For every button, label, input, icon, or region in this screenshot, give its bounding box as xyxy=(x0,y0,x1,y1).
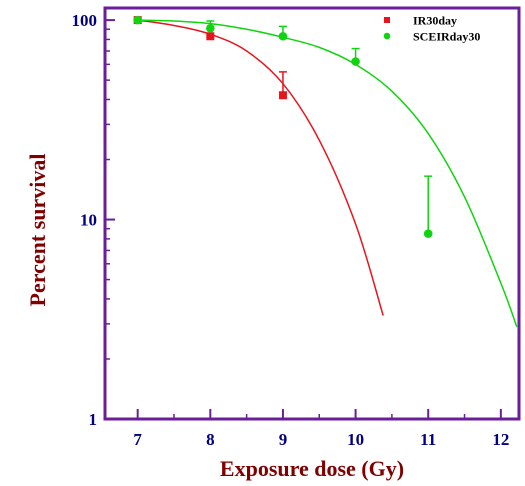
x-tick-label: 8 xyxy=(206,430,215,449)
data-point-SCEIRday30 xyxy=(423,229,433,238)
legend-marker xyxy=(383,32,391,40)
x-tick-label: 7 xyxy=(133,430,142,449)
error-bars xyxy=(206,20,433,234)
data-point-IR30day xyxy=(206,32,215,41)
data-points xyxy=(133,15,433,238)
x-tick-label: 12 xyxy=(492,430,509,449)
legend-label: IR30day xyxy=(413,14,457,28)
fit-curves xyxy=(137,19,518,328)
legend-marker xyxy=(384,17,390,23)
data-point-IR30day xyxy=(278,91,287,100)
y-tick-label: 100 xyxy=(72,11,98,30)
x-axis-title: Exposure dose (Gy) xyxy=(220,456,404,481)
y-axis-ticks: 1 10 100 xyxy=(72,11,115,429)
legend-label: SCEIRday30 xyxy=(413,30,480,44)
x-axis-ticks: 7 8 9 10 11 12 xyxy=(133,409,509,449)
legend: IR30day SCEIRday30 xyxy=(383,14,480,44)
x-tick-label: 10 xyxy=(347,430,364,449)
y-axis-title: Percent survival xyxy=(25,154,50,307)
data-point-SCEIRday30 xyxy=(351,57,360,66)
fit-curve-SCEIRday30 xyxy=(137,19,518,328)
data-point-SCEIRday30 xyxy=(133,15,142,25)
x-tick-label: 9 xyxy=(279,430,288,449)
data-point-SCEIRday30 xyxy=(206,23,215,33)
plot-frame xyxy=(103,6,521,421)
y-tick-label: 1 xyxy=(89,410,98,429)
x-tick-label: 11 xyxy=(420,430,436,449)
data-point-SCEIRday30 xyxy=(278,31,288,41)
fit-curve-IR30day xyxy=(137,19,384,316)
y-tick-label: 10 xyxy=(80,211,97,230)
